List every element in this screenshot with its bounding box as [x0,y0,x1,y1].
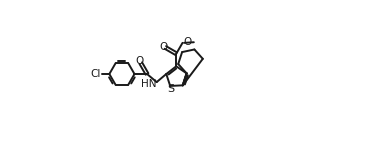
Text: S: S [167,84,174,94]
Text: O: O [183,37,191,47]
Text: HN: HN [141,79,156,89]
Text: O: O [135,56,143,66]
Text: O: O [159,42,168,52]
Text: Cl: Cl [90,69,101,79]
